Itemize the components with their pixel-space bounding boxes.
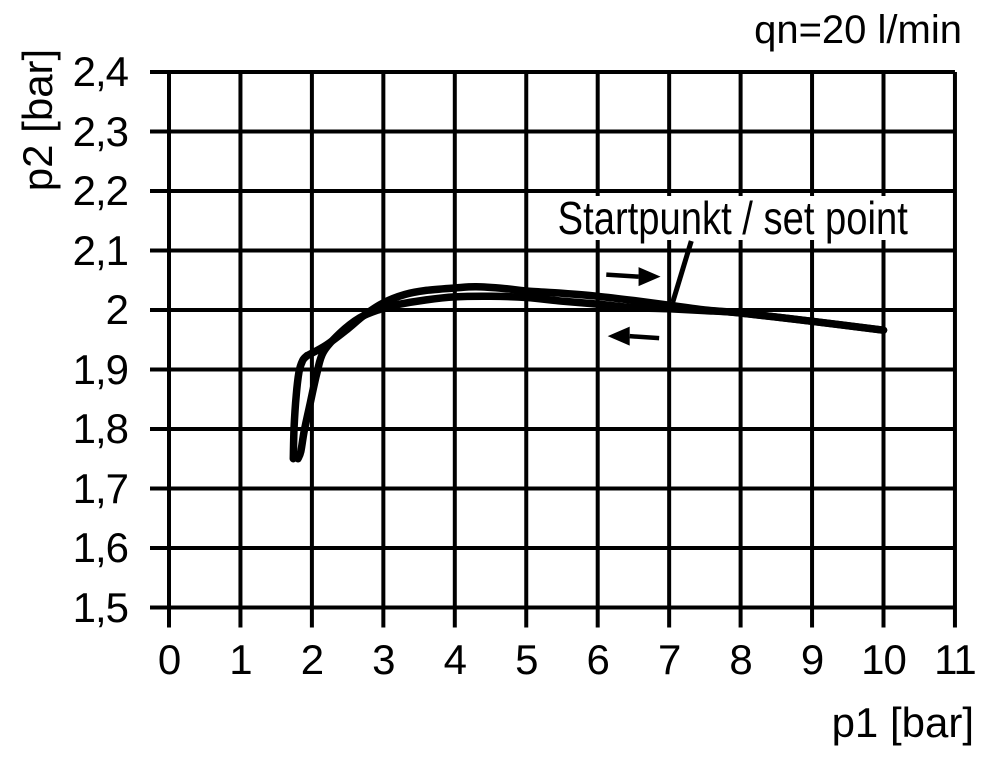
y-tick-label: 2,3 bbox=[72, 107, 129, 155]
x-tick-label: 3 bbox=[372, 636, 395, 683]
curve-p1-increasing-branch bbox=[289, 352, 311, 463]
y-tick-label: 2,2 bbox=[72, 167, 129, 214]
y-tick-label: 2,4 bbox=[72, 48, 129, 95]
y-tick-label: 1,5 bbox=[72, 583, 129, 631]
chart-title-flow-rate: qn=20 l/min bbox=[754, 8, 962, 52]
y-tick-label: 2,1 bbox=[72, 226, 129, 274]
direction-arrow-right-shaft bbox=[606, 272, 639, 279]
x-tick-label: 1 bbox=[229, 636, 252, 683]
direction-arrow-right-head bbox=[638, 267, 661, 287]
x-tick-label: 4 bbox=[443, 636, 467, 683]
y-axis-title: p2 [bar] bbox=[14, 48, 61, 192]
annotation-leader-line bbox=[670, 240, 694, 303]
x-tick-label: 11 bbox=[934, 636, 977, 683]
y-tick-label: 1,7 bbox=[72, 464, 129, 512]
y-tick-label: 2 bbox=[105, 286, 129, 333]
x-tick-label: 2 bbox=[300, 636, 324, 683]
x-tick-label: 7 bbox=[657, 636, 681, 683]
direction-arrow-left-shaft bbox=[629, 333, 660, 341]
x-tick-label: 9 bbox=[800, 636, 824, 683]
y-tick-label: 1,8 bbox=[72, 405, 129, 452]
x-tick-label: 6 bbox=[586, 636, 610, 683]
x-tick-label: 5 bbox=[515, 636, 538, 683]
x-tick-label: 10 bbox=[861, 636, 907, 683]
y-tick-label: 1,6 bbox=[72, 524, 129, 571]
curve-p1-decreasing-branch bbox=[294, 292, 888, 463]
x-tick-label: 0 bbox=[157, 636, 181, 683]
y-tick-label: 1,9 bbox=[72, 345, 129, 393]
x-axis-title: p1 [bar] bbox=[831, 699, 974, 746]
x-tick-label: 8 bbox=[729, 636, 752, 683]
setpoint-annotation-label: Startpunkt / set point bbox=[556, 192, 910, 244]
direction-arrow-left-head bbox=[607, 326, 630, 346]
